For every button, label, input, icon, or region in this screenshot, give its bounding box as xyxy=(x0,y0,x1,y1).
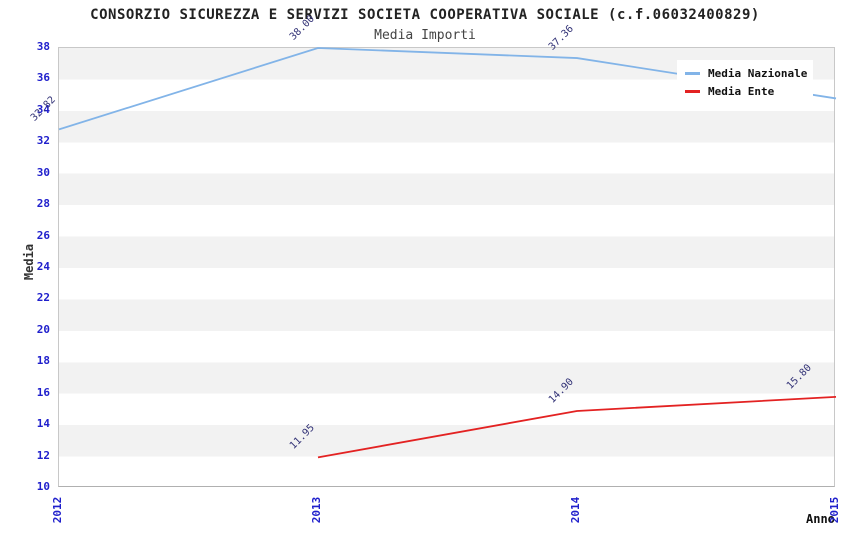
series-line-1 xyxy=(317,395,837,459)
chart-title: CONSORZIO SICUREZZA E SERVIZI SOCIETA CO… xyxy=(90,7,760,23)
y-tick-label: 28 xyxy=(36,197,50,211)
y-tick-label: 32 xyxy=(36,134,50,148)
y-tick-label: 20 xyxy=(36,322,50,336)
x-axis-label: Anno xyxy=(806,512,835,526)
y-tick-label: 10 xyxy=(36,480,50,493)
y-tick-label: 26 xyxy=(36,228,50,242)
x-tick-label: 2015 xyxy=(828,496,841,524)
y-tick-label: 22 xyxy=(36,291,50,305)
y-tick-label: 18 xyxy=(36,354,50,368)
legend-label: Media Ente xyxy=(708,84,775,98)
legend-label: Media Nazionale xyxy=(708,66,808,80)
legend: Media Nazionale Media Ente xyxy=(677,60,813,104)
y-tick-label: 12 xyxy=(36,448,50,462)
y-tick-label: 36 xyxy=(36,71,50,85)
legend-line-swatch-blue xyxy=(685,71,700,75)
legend-line-swatch-red xyxy=(685,89,700,93)
y-tick-label: 34 xyxy=(36,102,50,116)
x-tick-label: 2013 xyxy=(310,496,323,524)
y-tick-label: 30 xyxy=(36,165,50,179)
x-tick-label: 2014 xyxy=(569,496,582,524)
legend-item-media-nazionale: Media Nazionale xyxy=(685,64,813,82)
data-point-label: 32.82 xyxy=(28,94,58,124)
line-series-svg xyxy=(58,47,837,459)
legend-item-media-ente: Media Ente xyxy=(685,82,813,100)
y-tick-label: 16 xyxy=(36,385,50,399)
x-tick-label: 2012 xyxy=(51,496,64,524)
y-tick-label: 14 xyxy=(36,417,50,431)
y-tick-label: 38 xyxy=(36,40,50,53)
y-tick-label: 24 xyxy=(36,260,50,273)
chart-subtitle: Media Importi xyxy=(374,28,476,43)
